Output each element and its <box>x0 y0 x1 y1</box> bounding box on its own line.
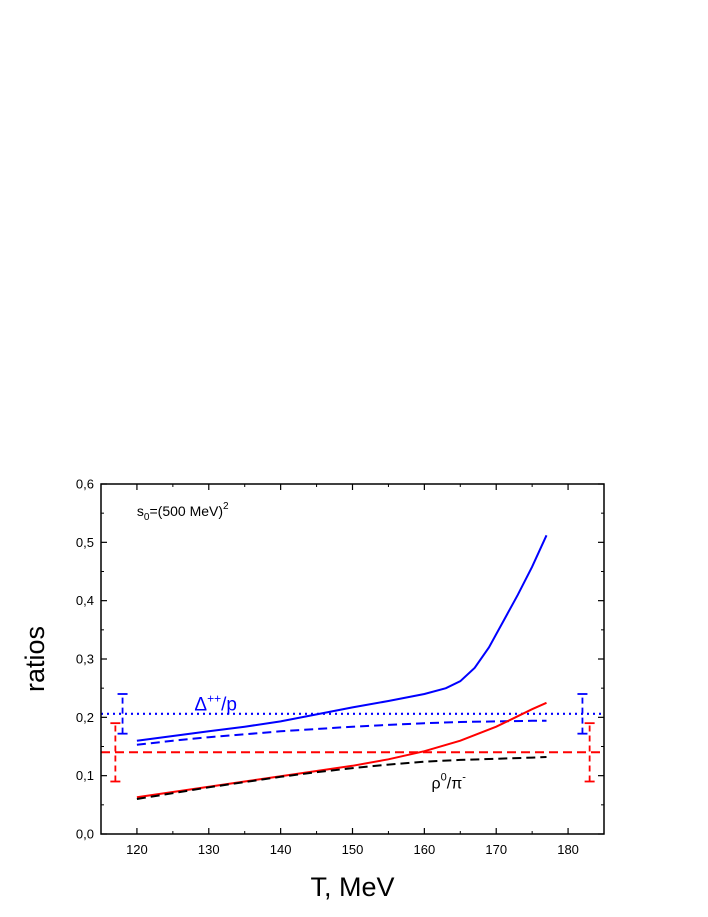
y-axis-title: ratios <box>20 626 50 692</box>
y-tick-label: 0,6 <box>76 477 94 492</box>
plot-frame <box>100 483 605 835</box>
annot-layer: s0=(500 MeV)2 Δ++/p ρ0/π- <box>137 501 466 792</box>
error-bar-2 <box>110 722 121 783</box>
annotation-delta-ratio: Δ++/p <box>194 691 237 715</box>
series-line-0 <box>136 534 548 742</box>
x-axis-title: T, MeV <box>310 872 394 902</box>
y-tick-label: 0,1 <box>76 768 94 783</box>
error-bar-3 <box>584 722 595 783</box>
annotation-s0: s0=(500 MeV)2 <box>137 501 229 523</box>
errorbar-layer <box>110 693 595 783</box>
error-bar-1 <box>577 693 588 735</box>
series-line-3 <box>136 701 547 799</box>
tick-layer: 120 130 140 150 160 170 180 0,0 0,1 0,2 0,3 0,4 0,5 0… <box>76 477 605 857</box>
y-tick-label: 0,0 <box>76 827 94 842</box>
y-tick-label: 0,5 <box>76 535 94 550</box>
series-layer <box>101 534 604 800</box>
series-line-4 <box>136 756 547 800</box>
x-tick-label: 140 <box>270 842 292 857</box>
y-tick-label: 0,2 <box>76 710 94 725</box>
x-tick-label: 160 <box>414 842 436 857</box>
x-tick-label: 180 <box>557 842 579 857</box>
annotation-rho-ratio: ρ0/π- <box>432 772 467 793</box>
y-tick-label: 0,3 <box>76 652 94 667</box>
x-tick-label: 130 <box>198 842 220 857</box>
x-tick-label: 120 <box>126 842 148 857</box>
x-tick-label: 170 <box>485 842 507 857</box>
error-bar-0 <box>117 693 128 735</box>
series-line-1 <box>136 719 547 746</box>
x-tick-label: 150 <box>342 842 364 857</box>
y-tick-label: 0,4 <box>76 593 94 608</box>
